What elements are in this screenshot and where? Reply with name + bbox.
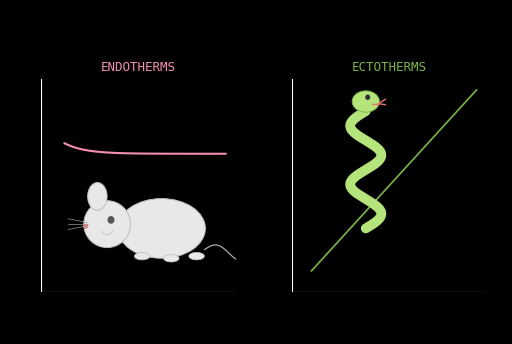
Ellipse shape [118, 198, 205, 258]
Ellipse shape [88, 183, 107, 210]
Ellipse shape [352, 91, 379, 112]
Circle shape [83, 224, 88, 229]
Title: ECTOTHERMS: ECTOTHERMS [352, 61, 426, 74]
Circle shape [365, 95, 370, 100]
Ellipse shape [134, 252, 150, 260]
Ellipse shape [84, 201, 131, 248]
Ellipse shape [163, 255, 179, 262]
Circle shape [108, 216, 115, 224]
Ellipse shape [189, 252, 204, 260]
Title: ENDOTHERMS: ENDOTHERMS [101, 61, 176, 74]
